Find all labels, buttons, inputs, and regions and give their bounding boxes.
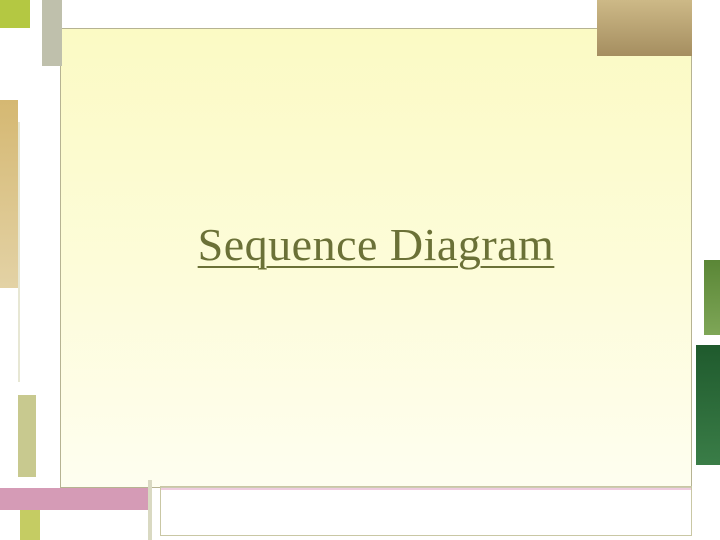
slide-title: Sequence Diagram (60, 218, 692, 271)
decor-grey-vertical (42, 0, 62, 66)
decor-lime-top (0, 0, 30, 28)
slide-canvas: Sequence Diagram (0, 0, 720, 540)
decor-lime-small (20, 510, 40, 540)
bottom-inset-panel (160, 486, 692, 536)
decor-vertical-separator-bottom (148, 480, 152, 540)
decor-ochre-left (0, 100, 18, 288)
decor-vertical-separator-left (18, 122, 20, 382)
decor-green-right-lower (696, 345, 720, 465)
decor-khaki-top (597, 0, 692, 56)
decor-lime-bottom-left (18, 395, 36, 477)
decor-pink-bottom (0, 488, 148, 510)
decor-green-right-upper (704, 260, 720, 335)
